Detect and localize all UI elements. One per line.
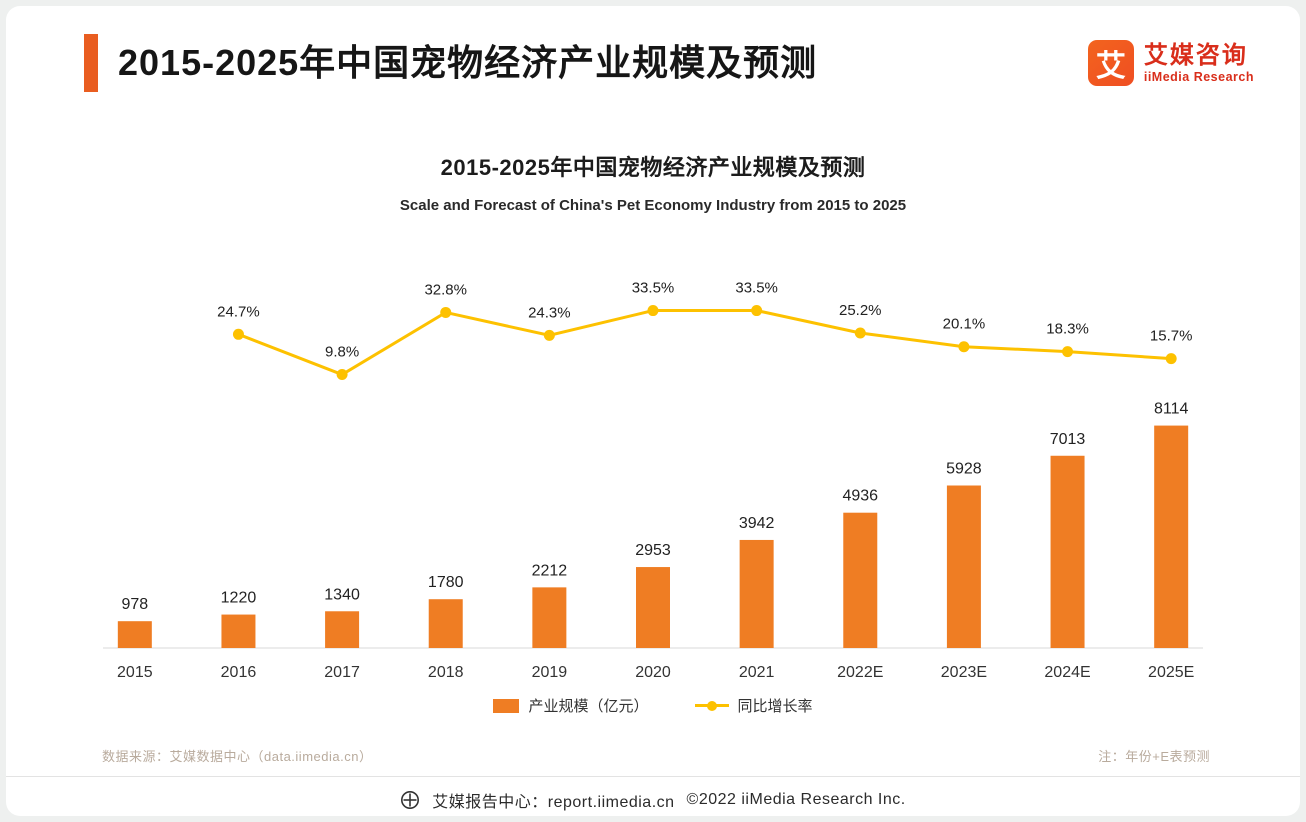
bar	[117, 621, 152, 648]
forecast-note: 注：年份+E表预测	[1098, 749, 1210, 764]
line-point	[232, 328, 244, 340]
bar-value-label: 7013	[1050, 431, 1086, 448]
line-point	[958, 341, 970, 353]
category-label: 2016	[221, 664, 257, 681]
chart-block: 2015-2025年中国宠物经济产业规模及预测 Scale and Foreca…	[6, 150, 1300, 716]
bar	[532, 587, 567, 648]
growth-value-label: 20.1%	[943, 316, 986, 333]
growth-value-label: 24.7%	[217, 303, 260, 320]
bar-value-label: 978	[121, 596, 148, 613]
legend-item-line: 同比增长率	[694, 695, 813, 716]
chart-legend: 产业规模（亿元） 同比增长率	[6, 695, 1300, 716]
footer-logo-icon	[400, 790, 420, 810]
line-point	[1165, 353, 1177, 365]
combo-chart: 978 2015 1220 2016 1340 2017 1780 2018 2212 2019 2…	[103, 280, 1203, 681]
category-label: 2023E	[941, 664, 987, 681]
line-point	[751, 305, 763, 317]
iimedia-logo: 艾 艾媒咨询 iiMedia Research	[1087, 40, 1254, 86]
bar	[428, 599, 463, 648]
line-point	[440, 306, 452, 318]
growth-value-label: 15.7%	[1150, 328, 1193, 345]
growth-line	[237, 309, 1172, 377]
category-label: 2017	[324, 664, 360, 681]
growth-value-label: 33.5%	[632, 280, 675, 297]
iimedia-logo-text: 艾媒咨询 iiMedia Research	[1144, 42, 1254, 84]
bar	[739, 539, 774, 648]
bar-value-label: 8114	[1154, 401, 1189, 418]
header: 2015-2025年中国宠物经济产业规模及预测 艾 艾媒咨询 iiMedia R…	[6, 6, 1300, 92]
line-point	[1062, 346, 1074, 358]
footer-divider	[6, 776, 1300, 777]
line-point	[336, 369, 348, 381]
data-source-note: 数据来源：艾媒数据中心（data.iimedia.cn）	[102, 749, 373, 764]
growth-value-label: 32.8%	[424, 281, 467, 298]
bar	[221, 614, 256, 648]
growth-value-label: 18.3%	[1046, 321, 1089, 338]
bar	[1050, 455, 1085, 648]
logo-name-en: iiMedia Research	[1143, 69, 1254, 84]
category-label: 2024E	[1044, 664, 1090, 681]
line-point	[543, 329, 555, 341]
growth-value-label: 25.2%	[839, 302, 882, 319]
bar-value-label: 5928	[946, 461, 982, 478]
growth-value-label: 9.8%	[325, 344, 359, 361]
bar	[325, 611, 360, 648]
bar-value-label: 2212	[532, 562, 568, 579]
bar-value-label: 3942	[739, 515, 775, 532]
chart-title: 2015-2025年中国宠物经济产业规模及预测	[440, 155, 866, 180]
title-accent-bar	[84, 34, 98, 92]
category-label: 2020	[635, 664, 671, 681]
bar-value-label: 1220	[221, 590, 257, 607]
logo-name-cn: 艾媒咨询	[1143, 42, 1248, 70]
bar-value-label: 4936	[842, 488, 878, 505]
line-legend-swatch	[694, 700, 729, 711]
growth-value-label: 24.3%	[528, 304, 571, 321]
bar-value-label: 2953	[635, 542, 671, 559]
category-label: 2018	[428, 664, 464, 681]
line-point	[854, 327, 866, 339]
chart-subtitle: Scale and Forecast of China's Pet Econom…	[399, 197, 907, 214]
legend-item-bar: 产业规模（亿元）	[493, 695, 649, 716]
bar	[1154, 425, 1189, 648]
page-title: 2015-2025年中国宠物经济产业规模及预测	[118, 42, 818, 83]
bar	[946, 485, 981, 648]
bar-value-label: 1340	[324, 586, 360, 603]
category-label: 2021	[739, 664, 775, 681]
category-label: 2025E	[1148, 664, 1194, 681]
report-card: 2015-2025年中国宠物经济产业规模及预测 艾 艾媒咨询 iiMedia R…	[6, 6, 1300, 816]
bar-legend-swatch	[493, 698, 520, 713]
footer: 艾媒报告中心：report.iimedia.cn ©2022 iiMedia R…	[6, 777, 1300, 812]
bar	[636, 567, 670, 648]
category-label: 2019	[532, 664, 568, 681]
iimedia-logo-icon: 艾	[1087, 40, 1134, 86]
bar	[843, 512, 878, 648]
category-label: 2022E	[837, 664, 883, 681]
growth-value-label: 33.5%	[735, 280, 778, 297]
line-legend-label: 同比增长率	[737, 698, 813, 715]
copyright-text: ©2022 iiMedia Research Inc.	[686, 791, 906, 808]
category-label: 2015	[117, 664, 153, 681]
bar-legend-label: 产业规模（亿元）	[528, 698, 649, 715]
notes-row: 数据来源：艾媒数据中心（data.iimedia.cn） 注：年份+E表预测	[6, 746, 1300, 765]
report-center-text: 艾媒报告中心：report.iimedia.cn	[432, 794, 675, 811]
line-point	[647, 305, 659, 317]
bar-value-label: 1780	[428, 574, 464, 591]
